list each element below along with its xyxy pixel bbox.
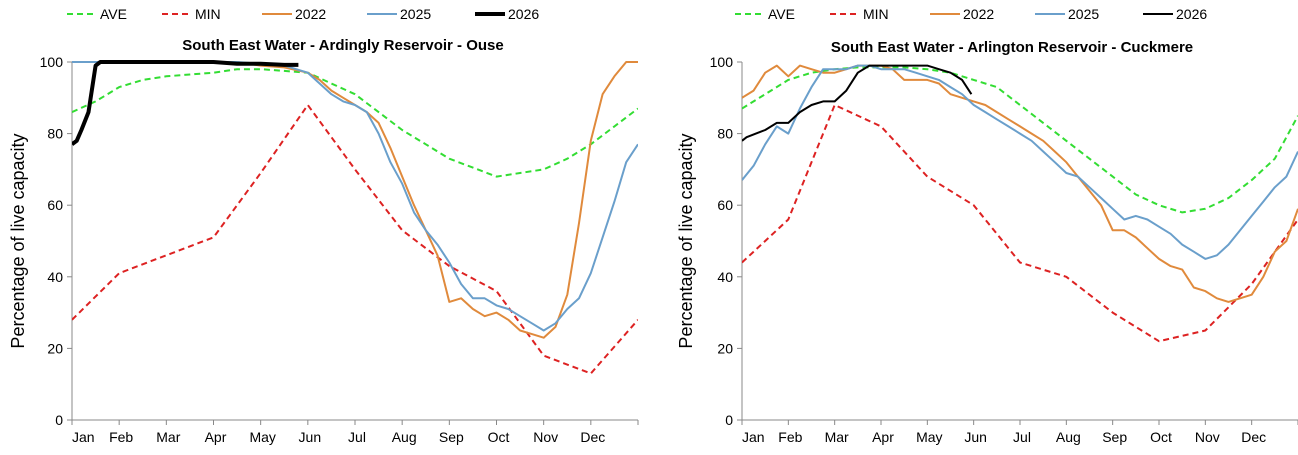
x-tick-label: Dec: [580, 429, 605, 445]
x-tick-label: Jan: [72, 429, 95, 445]
y-tick-label: 80: [717, 126, 733, 142]
x-tick-label: Oct: [1150, 429, 1172, 445]
y-tick-label: 40: [717, 269, 733, 285]
series-line-2026: [742, 64, 973, 142]
x-tick-label: Sep: [439, 429, 464, 445]
x-tick-label: Dec: [1241, 429, 1266, 445]
series-line-2022: [72, 61, 638, 339]
series-line-2026: [72, 60, 299, 146]
x-tick-label: Aug: [392, 429, 417, 445]
x-tick-label: Jun: [964, 429, 987, 445]
chart-title: South East Water - Ardingly Reservoir - …: [182, 37, 503, 54]
y-tick-label: 60: [47, 197, 63, 213]
legend-label-2022: 2022: [963, 6, 994, 22]
x-tick-label: Jun: [299, 429, 322, 445]
x-tick-label: Jul: [348, 429, 366, 445]
x-tick-label: Jul: [1013, 429, 1031, 445]
y-tick-label: 100: [710, 54, 734, 70]
y-tick-label: 60: [717, 197, 733, 213]
x-tick-label: Mar: [825, 429, 849, 445]
chart-ardingly-svg: 0 20 40 60 80 100 Jan Feb Mar Apr May Jun Jul Aug Sep O…: [8, 6, 639, 445]
legend-label-2025: 2025: [400, 6, 431, 22]
y-tick-label: 20: [47, 340, 63, 356]
y-tick-label: 100: [40, 54, 64, 70]
x-tick-label: May: [249, 429, 275, 445]
series-line-2022: [742, 64, 1298, 303]
x-tick-label: Apr: [872, 429, 894, 445]
y-tick-label: 40: [47, 269, 63, 285]
legend-label-ave: AVE: [100, 6, 127, 22]
chart-arlington-svg: 0 20 40 60 80 100 Jan Feb Mar Apr May Jun Jul Aug Sep O…: [676, 6, 1298, 445]
chart-ardingly: 0 20 40 60 80 100 Jan Feb Mar Apr May Jun Jul Aug Sep O…: [0, 0, 650, 450]
legend-label-2022: 2022: [295, 6, 326, 22]
legend-label-min: MIN: [195, 6, 221, 22]
chart-title: South East Water - Arlington Reservoir -…: [831, 39, 1193, 56]
x-tick-label: Feb: [109, 429, 133, 445]
x-tick-label: Oct: [488, 429, 510, 445]
series-line-2025: [72, 61, 638, 332]
x-tick-label: Feb: [778, 429, 802, 445]
y-tick-label: 80: [47, 126, 63, 142]
legend-label-ave: AVE: [768, 6, 795, 22]
x-tick-label: Apr: [205, 429, 227, 445]
series-line-2025: [742, 64, 1298, 260]
y-axis-label: Percentage of live capacity: [8, 133, 28, 348]
y-tick-label: 0: [55, 412, 63, 428]
series-line-min: [72, 104, 638, 375]
legend-label-2026: 2026: [1176, 6, 1207, 22]
series-line-min: [742, 104, 1298, 343]
series-line-ave: [72, 68, 638, 178]
x-tick-label: Nov: [1195, 429, 1220, 445]
series-line-ave: [742, 66, 1298, 214]
y-axis-label: Percentage of live capacity: [676, 133, 696, 348]
x-tick-label: Jan: [742, 429, 765, 445]
x-tick-label: Mar: [156, 429, 180, 445]
legend-label-min: MIN: [863, 6, 889, 22]
x-tick-label: Sep: [1102, 429, 1127, 445]
y-tick-label: 0: [725, 412, 733, 428]
y-tick-label: 20: [717, 340, 733, 356]
x-tick-label: Aug: [1056, 429, 1081, 445]
chart-arlington: 0 20 40 60 80 100 Jan Feb Mar Apr May Jun Jul Aug Sep O…: [668, 0, 1298, 450]
x-tick-label: May: [916, 429, 942, 445]
legend-label-2025: 2025: [1068, 6, 1099, 22]
x-tick-label: Nov: [533, 429, 558, 445]
legend-label-2026: 2026: [508, 6, 539, 22]
